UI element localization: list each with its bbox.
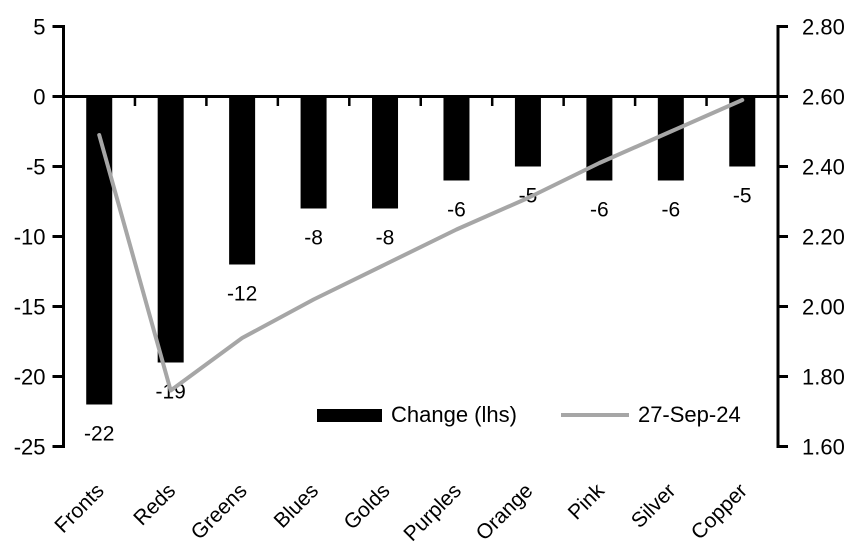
- right-axis-tick-label: 2.80: [802, 15, 845, 40]
- category-label: Golds: [340, 479, 395, 534]
- left-axis-tick-label: -20: [14, 365, 46, 390]
- bar: [657, 96, 684, 181]
- bar-data-label: -8: [376, 227, 395, 250]
- bar-data-label: -6: [661, 199, 680, 222]
- bar: [443, 96, 470, 181]
- bar-data-label: -12: [227, 283, 257, 306]
- left-axis-tick-label: -5: [26, 155, 46, 180]
- bar: [372, 96, 399, 209]
- legend-bar-swatch-icon: [317, 408, 382, 422]
- bar: [229, 96, 256, 265]
- bar-data-label: -22: [84, 423, 114, 446]
- bar: [157, 96, 184, 363]
- left-axis-tick-label: 0: [33, 85, 45, 110]
- left-axis-tick-label: -10: [14, 225, 46, 250]
- category-label: Greens: [187, 479, 252, 544]
- bar: [86, 96, 113, 405]
- left-axis-tick-label: -15: [14, 295, 46, 320]
- category-label: Purples: [399, 479, 466, 546]
- legend-label-date: 27-Sep-24: [637, 402, 741, 427]
- bar: [300, 96, 327, 209]
- right-axis-tick-label: 2.00: [802, 295, 845, 320]
- bar-data-label: -6: [447, 199, 466, 222]
- category-label: Reds: [129, 479, 180, 530]
- right-axis-tick-label: 2.40: [802, 155, 845, 180]
- line-series: [97, 98, 745, 393]
- right-axis-tick-label: 1.80: [802, 365, 845, 390]
- bar-data-label: -8: [304, 227, 323, 250]
- right-axis-tick-label: 2.60: [802, 85, 845, 110]
- category-label: Copper: [687, 479, 752, 544]
- bar-data-label: -6: [590, 199, 609, 222]
- category-label: Fronts: [50, 479, 108, 537]
- right-axis-tick-label: 2.20: [802, 225, 845, 250]
- chart-legend: Change (lhs) 27-Sep-24: [317, 401, 741, 429]
- category-label: Orange: [472, 479, 538, 545]
- category-label: Pink: [564, 479, 610, 525]
- left-axis-tick-label: -25: [14, 435, 46, 460]
- category-label: Blues: [270, 479, 323, 532]
- category-label: Silver: [627, 479, 680, 532]
- legend-label-change: Change (lhs): [391, 402, 517, 427]
- bar-data-label: -5: [733, 185, 752, 208]
- left-axis-tick-label: 5: [33, 15, 45, 40]
- right-axis-tick-label: 1.60: [802, 435, 845, 460]
- bar: [729, 96, 756, 167]
- legend-line-swatch-icon: [560, 413, 629, 417]
- bar: [514, 96, 541, 167]
